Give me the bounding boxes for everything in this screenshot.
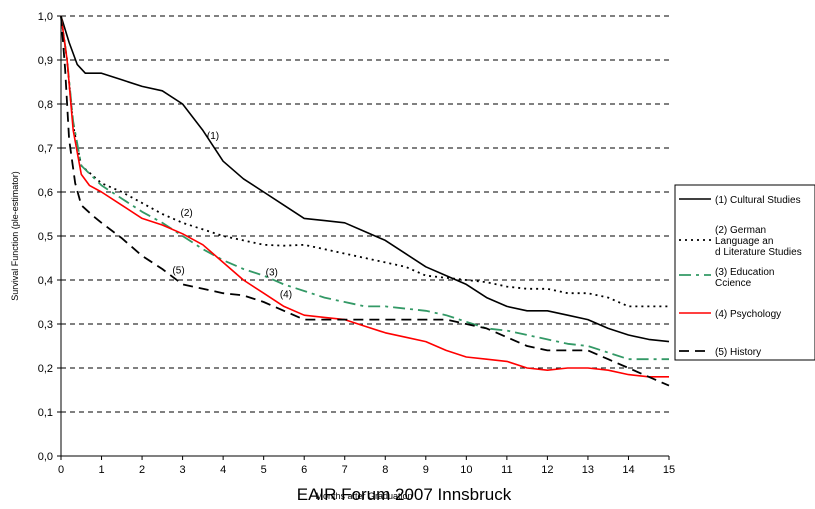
axis-layer: 0,00,10,20,30,40,50,60,70,80,91,00 1 2 3 4 5 6… bbox=[38, 11, 675, 476]
x-tick-label: 2 bbox=[139, 464, 145, 476]
x-tick-label: 10 bbox=[460, 464, 472, 476]
x-tick-label: 1 bbox=[98, 464, 104, 476]
x-tick-label: 5 bbox=[261, 464, 267, 476]
legend-label-4: (4) Psychology bbox=[715, 309, 781, 320]
footer-title: EAIR Forum 2007 Innsbruck bbox=[297, 485, 512, 504]
series-annotation-4: (4) bbox=[280, 290, 292, 301]
series-line-3 bbox=[60, 15, 669, 361]
x-tick-label: 12 bbox=[541, 464, 553, 476]
series-line-5 bbox=[60, 15, 670, 387]
x-tick-label: 8 bbox=[382, 464, 388, 476]
x-tick-label: 6 bbox=[301, 464, 307, 476]
series-annotation-2: (2) bbox=[181, 208, 193, 219]
legend-label-2: (2) German Language an d Literature Studie… bbox=[715, 225, 802, 258]
x-tick-label: 7 bbox=[342, 464, 348, 476]
series-layer bbox=[60, 15, 670, 387]
y-tick-label: 0,5 bbox=[38, 231, 53, 243]
series-line-1 bbox=[60, 15, 670, 343]
y-axis-label: Survival Function (ple-estimator) bbox=[10, 171, 20, 301]
series-line-2 bbox=[60, 15, 669, 308]
x-tick-label: 11 bbox=[501, 464, 512, 476]
legend: (1) Cultural Studies (2) German Language a… bbox=[674, 184, 815, 361]
legend-label-3: (3) Education Ccience bbox=[715, 267, 774, 289]
y-tick-label: 0,4 bbox=[38, 275, 53, 287]
x-tick-label: 15 bbox=[663, 464, 675, 476]
y-tick-label: 0,1 bbox=[38, 407, 53, 419]
series-annotation-1: (1) bbox=[207, 131, 219, 142]
y-tick-label: 0,0 bbox=[38, 451, 53, 463]
x-tick-label: 0 bbox=[58, 464, 64, 476]
y-tick-label: 0,6 bbox=[38, 187, 53, 199]
legend-box bbox=[674, 184, 815, 361]
grid-layer bbox=[61, 15, 669, 413]
x-tick-label: 9 bbox=[423, 464, 429, 476]
x-tick-label: 4 bbox=[220, 464, 226, 476]
legend-label-5: (5) History bbox=[715, 347, 761, 358]
series-annotation-3: (3) bbox=[266, 268, 278, 279]
series-annotation-5: (5) bbox=[172, 265, 184, 276]
y-tick-label: 0,8 bbox=[38, 99, 53, 111]
y-tick-label: 0,2 bbox=[38, 363, 53, 375]
x-tick-label: 3 bbox=[180, 464, 186, 476]
y-tick-label: 1,0 bbox=[38, 11, 53, 23]
x-tick-label: 13 bbox=[582, 464, 594, 476]
annotation-layer: (1) (2) (3)(4) (5) bbox=[172, 131, 292, 300]
x-axis-label: Months after Graduation bbox=[315, 491, 412, 501]
y-tick-label: 0,9 bbox=[38, 55, 53, 67]
series-line-4 bbox=[60, 15, 669, 378]
legend-label-1: (1) Cultural Studies bbox=[715, 195, 801, 206]
y-tick-label: 0,7 bbox=[38, 143, 53, 155]
y-tick-label: 0,3 bbox=[38, 319, 53, 331]
x-tick-label: 14 bbox=[622, 464, 634, 476]
